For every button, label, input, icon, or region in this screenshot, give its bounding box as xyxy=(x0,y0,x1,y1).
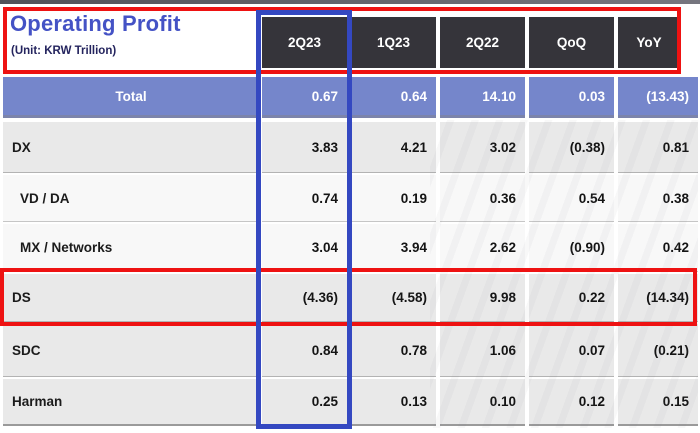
table-row-sdc: SDC 0.84 0.78 1.06 0.07 (0.21) xyxy=(3,324,698,377)
table-cell: 3.04 xyxy=(262,224,347,272)
table-row-harman: Harman 0.25 0.13 0.10 0.12 0.15 xyxy=(3,379,698,426)
table-cell: 0.54 xyxy=(529,175,614,222)
table-cell: (0.90) xyxy=(529,224,614,272)
column-header-2q23: 2Q23 xyxy=(262,17,347,68)
column-header-2q22: 2Q22 xyxy=(440,17,525,68)
table-cell: (0.38) xyxy=(529,122,614,173)
table-cell: 0.42 xyxy=(618,224,698,272)
row-label: DS xyxy=(3,274,259,322)
table-cell: (0.21) xyxy=(618,324,698,377)
table-cell: 0.64 xyxy=(351,77,436,118)
column-header-yoy: YoY xyxy=(618,17,680,68)
row-label: Harman xyxy=(3,379,259,426)
table-row-ds: DS (4.36) (4.58) 9.98 0.22 (14.34) xyxy=(3,274,698,322)
table-cell: (13.43) xyxy=(618,77,698,118)
table-cell: 0.13 xyxy=(351,379,436,426)
table-row-vd-da: VD / DA 0.74 0.19 0.36 0.54 0.38 xyxy=(3,175,698,222)
table-row-total: Total 0.67 0.64 14.10 0.03 (13.43) xyxy=(3,77,698,118)
row-label: DX xyxy=(3,122,259,173)
table-cell: 0.25 xyxy=(262,379,347,426)
table-cell: 0.78 xyxy=(351,324,436,377)
table-row-dx: DX 3.83 4.21 3.02 (0.38) 0.81 xyxy=(3,122,698,173)
table-cell: 0.38 xyxy=(618,175,698,222)
column-header-qoq: QoQ xyxy=(529,17,614,68)
table-cell: 0.15 xyxy=(618,379,698,426)
table-cell: (14.34) xyxy=(618,274,698,322)
table-cell: 9.98 xyxy=(440,274,525,322)
row-label: SDC xyxy=(3,324,259,377)
table-cell: 3.83 xyxy=(262,122,347,173)
row-label: Total xyxy=(3,77,259,118)
table-cell: (4.58) xyxy=(351,274,436,322)
table-row-mx-networks: MX / Networks 3.04 3.94 2.62 (0.90) 0.42 xyxy=(3,224,698,272)
table-cell: 0.67 xyxy=(262,77,347,118)
column-header-1q23: 1Q23 xyxy=(351,17,436,68)
row-label: VD / DA xyxy=(3,175,259,222)
table-cell: 3.02 xyxy=(440,122,525,173)
table-cell: 4.21 xyxy=(351,122,436,173)
table-cell: 0.81 xyxy=(618,122,698,173)
table-cell: 3.94 xyxy=(351,224,436,272)
table-cell: 0.12 xyxy=(529,379,614,426)
table-cell: 0.07 xyxy=(529,324,614,377)
table-cell: 0.10 xyxy=(440,379,525,426)
title-block: Operating Profit (Unit: KRW Trillion) xyxy=(3,7,259,74)
table-cell: 1.06 xyxy=(440,324,525,377)
table-cell: 0.19 xyxy=(351,175,436,222)
table-cell: 14.10 xyxy=(440,77,525,118)
table-cell: 2.62 xyxy=(440,224,525,272)
row-label: MX / Networks xyxy=(3,224,259,272)
page-title: Operating Profit xyxy=(10,11,181,36)
table-cell: 0.03 xyxy=(529,77,614,118)
table-cell: 0.74 xyxy=(262,175,347,222)
table-cell: 0.84 xyxy=(262,324,347,377)
window-top-edge xyxy=(0,0,700,4)
unit-note: (Unit: KRW Trillion) xyxy=(11,45,117,57)
table-cell: 0.22 xyxy=(529,274,614,322)
table-cell: (4.36) xyxy=(262,274,347,322)
table-cell: 0.36 xyxy=(440,175,525,222)
